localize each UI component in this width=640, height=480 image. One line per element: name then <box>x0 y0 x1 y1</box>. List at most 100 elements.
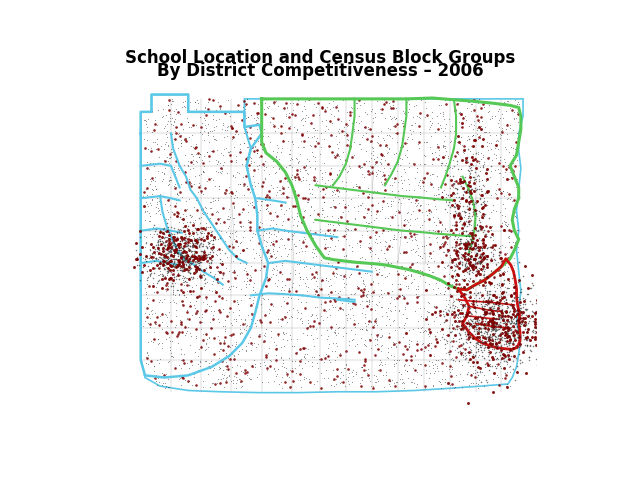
Point <box>502 318 512 326</box>
Point <box>393 221 403 229</box>
Point <box>504 324 515 332</box>
Point <box>405 221 415 228</box>
Point <box>476 134 486 142</box>
Point <box>449 278 460 286</box>
Point <box>515 360 525 367</box>
Point <box>529 317 539 325</box>
Point <box>271 232 281 240</box>
Point <box>423 299 433 306</box>
Point <box>454 138 465 145</box>
Point <box>145 217 156 225</box>
Point <box>316 384 326 392</box>
Point <box>477 255 487 263</box>
Point <box>186 143 196 150</box>
Point <box>354 162 364 170</box>
Point <box>490 187 500 194</box>
Point <box>222 312 232 320</box>
Point <box>474 259 484 267</box>
Point <box>231 370 241 377</box>
Point <box>332 342 342 350</box>
Point <box>150 245 160 252</box>
Point <box>239 321 250 328</box>
Point <box>371 228 381 235</box>
Point <box>199 127 209 135</box>
Point <box>192 266 202 274</box>
Point <box>180 206 191 214</box>
Point <box>511 323 522 330</box>
Point <box>486 324 496 331</box>
Point <box>477 310 488 318</box>
Point <box>246 339 257 347</box>
Point <box>173 191 183 199</box>
Point <box>333 150 343 158</box>
Point <box>287 230 297 238</box>
Point <box>463 348 473 356</box>
Point <box>481 128 491 135</box>
Point <box>227 308 237 315</box>
Point <box>460 323 470 331</box>
Point <box>380 175 390 182</box>
Point <box>470 244 481 252</box>
Point <box>218 125 228 132</box>
Point <box>402 216 412 224</box>
Point <box>460 328 470 336</box>
Point <box>467 240 477 248</box>
Point <box>510 208 520 216</box>
Point <box>493 298 504 306</box>
Point <box>179 247 189 254</box>
Point <box>281 163 291 171</box>
Point <box>178 252 188 260</box>
Point <box>524 356 534 364</box>
Point <box>484 343 495 351</box>
Point <box>194 261 204 269</box>
Point <box>157 229 168 237</box>
Point <box>353 183 364 191</box>
Point <box>320 232 330 240</box>
Point <box>236 367 246 374</box>
Point <box>158 262 168 270</box>
Point <box>242 182 252 190</box>
Point <box>327 347 337 355</box>
Point <box>425 178 435 185</box>
Point <box>411 247 421 254</box>
Point <box>186 332 196 340</box>
Point <box>363 185 373 192</box>
Point <box>301 167 311 174</box>
Point <box>237 233 248 241</box>
Point <box>294 281 305 289</box>
Point <box>152 249 163 256</box>
Point <box>285 332 296 339</box>
Point <box>415 202 425 210</box>
Point <box>490 324 500 332</box>
Point <box>239 291 250 299</box>
Point <box>316 256 326 264</box>
Point <box>366 246 376 253</box>
Point <box>192 235 202 242</box>
Point <box>154 153 164 161</box>
Point <box>462 268 472 276</box>
Point <box>264 305 274 313</box>
Point <box>383 381 394 388</box>
Point <box>227 229 237 237</box>
Point <box>156 228 166 236</box>
Point <box>387 287 397 294</box>
Point <box>371 235 381 242</box>
Point <box>326 288 336 295</box>
Point <box>508 126 518 133</box>
Point <box>164 177 174 185</box>
Point <box>514 344 524 351</box>
Point <box>273 366 284 373</box>
Point <box>166 248 176 256</box>
Point <box>163 264 173 272</box>
Point <box>438 233 448 241</box>
Point <box>316 151 326 158</box>
Point <box>387 134 397 142</box>
Point <box>206 204 216 211</box>
Point <box>340 375 351 383</box>
Point <box>467 260 477 268</box>
Point <box>149 362 159 370</box>
Point <box>188 250 198 258</box>
Point <box>239 264 250 272</box>
Point <box>194 154 204 161</box>
Point <box>473 269 483 276</box>
